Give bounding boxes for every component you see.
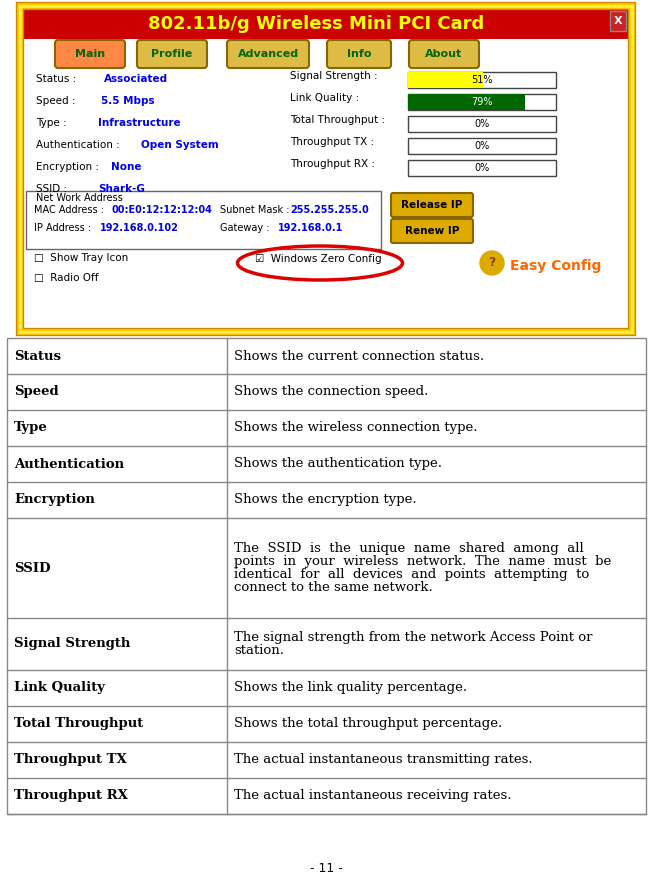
Text: 79%: 79% (471, 97, 493, 107)
Text: Speed: Speed (14, 386, 59, 398)
Text: Signal Strength: Signal Strength (14, 637, 131, 650)
Bar (20, 6, 632, 332)
Text: Status: Status (14, 350, 61, 363)
Text: Shows the current connection status.: Shows the current connection status. (234, 350, 485, 363)
Text: Release IP: Release IP (402, 200, 463, 210)
Text: identical  for  all  devices  and  points  attempting  to: identical for all devices and points att… (234, 568, 590, 581)
Text: 0%: 0% (474, 119, 490, 129)
Text: 192.168.0.1: 192.168.0.1 (278, 223, 343, 233)
FancyBboxPatch shape (327, 40, 391, 68)
Bar (20, 6, 632, 332)
Text: Gateway :: Gateway : (220, 223, 270, 233)
Text: Shows the total throughput percentage.: Shows the total throughput percentage. (234, 718, 503, 730)
Text: SSID: SSID (14, 561, 50, 574)
Bar (408, 72, 483, 88)
Bar (26, 191, 381, 249)
Text: The actual instantaneous transmitting rates.: The actual instantaneous transmitting ra… (234, 753, 533, 766)
Text: SSID :: SSID : (36, 184, 67, 194)
Bar (408, 94, 525, 110)
Text: 00:E0:12:12:12:04: 00:E0:12:12:12:04 (112, 205, 213, 215)
Text: Status :: Status : (36, 74, 76, 84)
Text: 5.5 Mbps: 5.5 Mbps (101, 96, 155, 106)
Text: About: About (425, 49, 462, 59)
FancyBboxPatch shape (391, 193, 473, 217)
Bar (408, 116, 556, 132)
Text: Net Work Address: Net Work Address (36, 193, 123, 203)
Text: The signal strength from the network Access Point or: The signal strength from the network Acc… (234, 631, 593, 644)
Text: Shows the connection speed.: Shows the connection speed. (234, 386, 429, 398)
Text: Shark-G: Shark-G (98, 184, 145, 194)
Text: - 11 -: - 11 - (310, 861, 342, 874)
FancyBboxPatch shape (55, 40, 125, 68)
Text: 51%: 51% (471, 75, 493, 85)
Text: IP Address :: IP Address : (34, 223, 91, 233)
Text: Throughput RX :: Throughput RX : (290, 159, 375, 169)
Bar (23, 9, 629, 329)
Text: Authentication: Authentication (14, 458, 124, 471)
Text: None: None (111, 162, 142, 172)
Bar (408, 138, 556, 154)
Text: MAC Address :: MAC Address : (34, 205, 104, 215)
Text: Shows the authentication type.: Shows the authentication type. (234, 458, 443, 471)
Text: points  in  your  wireless  network.  The  name  must  be: points in your wireless network. The nam… (234, 555, 612, 568)
Text: ☑  Windows Zero Config: ☑ Windows Zero Config (255, 254, 381, 264)
Text: Throughput RX: Throughput RX (14, 789, 128, 803)
Text: □  Show Tray Icon: □ Show Tray Icon (34, 253, 128, 263)
Text: Encryption: Encryption (14, 494, 95, 506)
Text: Associated: Associated (104, 74, 168, 84)
Text: Type: Type (14, 421, 48, 435)
Bar (610, 11, 626, 31)
Text: Shows the wireless connection type.: Shows the wireless connection type. (234, 421, 478, 435)
Text: Shows the link quality percentage.: Shows the link quality percentage. (234, 681, 468, 695)
Text: 0%: 0% (474, 163, 490, 173)
Circle shape (480, 251, 504, 275)
Text: Throughput TX: Throughput TX (14, 753, 127, 766)
Text: Profile: Profile (151, 49, 193, 59)
Text: 192.168.0.102: 192.168.0.102 (100, 223, 179, 233)
Text: 0%: 0% (474, 141, 490, 151)
Text: Throughput TX :: Throughput TX : (290, 137, 374, 147)
Text: Total Throughput :: Total Throughput : (290, 115, 385, 125)
Bar (23, 9, 629, 39)
Text: The actual instantaneous receiving rates.: The actual instantaneous receiving rates… (234, 789, 512, 803)
FancyBboxPatch shape (391, 219, 473, 243)
Text: station.: station. (234, 644, 285, 657)
Text: 255.255.255.0: 255.255.255.0 (290, 205, 369, 215)
FancyBboxPatch shape (227, 40, 309, 68)
Bar (408, 72, 556, 88)
FancyBboxPatch shape (409, 40, 479, 68)
Text: Open System: Open System (141, 140, 219, 150)
Text: Info: Info (347, 49, 372, 59)
FancyBboxPatch shape (137, 40, 207, 68)
Bar (7, 338, 646, 814)
Text: Total Throughput: Total Throughput (14, 718, 143, 730)
Text: Type :: Type : (36, 118, 67, 128)
Text: Speed :: Speed : (36, 96, 76, 106)
Text: Link Quality :: Link Quality : (290, 93, 359, 103)
Text: Main: Main (75, 49, 105, 59)
Bar (20, 6, 632, 332)
Text: The  SSID  is  the  unique  name  shared  among  all: The SSID is the unique name shared among… (234, 542, 584, 555)
Text: 802.11b/g Wireless Mini PCI Card: 802.11b/g Wireless Mini PCI Card (148, 15, 484, 33)
Text: Signal Strength :: Signal Strength : (290, 71, 377, 81)
Text: Renew IP: Renew IP (405, 226, 459, 236)
Text: Easy Config: Easy Config (510, 259, 601, 273)
Text: Advanced: Advanced (238, 49, 298, 59)
Text: X: X (614, 16, 622, 26)
Bar (408, 160, 556, 176)
Text: Encryption :: Encryption : (36, 162, 99, 172)
Text: Subnet Mask :: Subnet Mask : (220, 205, 289, 215)
Text: ?: ? (488, 257, 496, 270)
Text: Shows the encryption type.: Shows the encryption type. (234, 494, 417, 506)
Text: connect to the same network.: connect to the same network. (234, 581, 433, 594)
Text: Authentication :: Authentication : (36, 140, 119, 150)
Text: □  Radio Off: □ Radio Off (34, 273, 99, 283)
Text: Infrastructure: Infrastructure (98, 118, 181, 128)
Bar (408, 94, 556, 110)
Text: Link Quality: Link Quality (14, 681, 105, 695)
